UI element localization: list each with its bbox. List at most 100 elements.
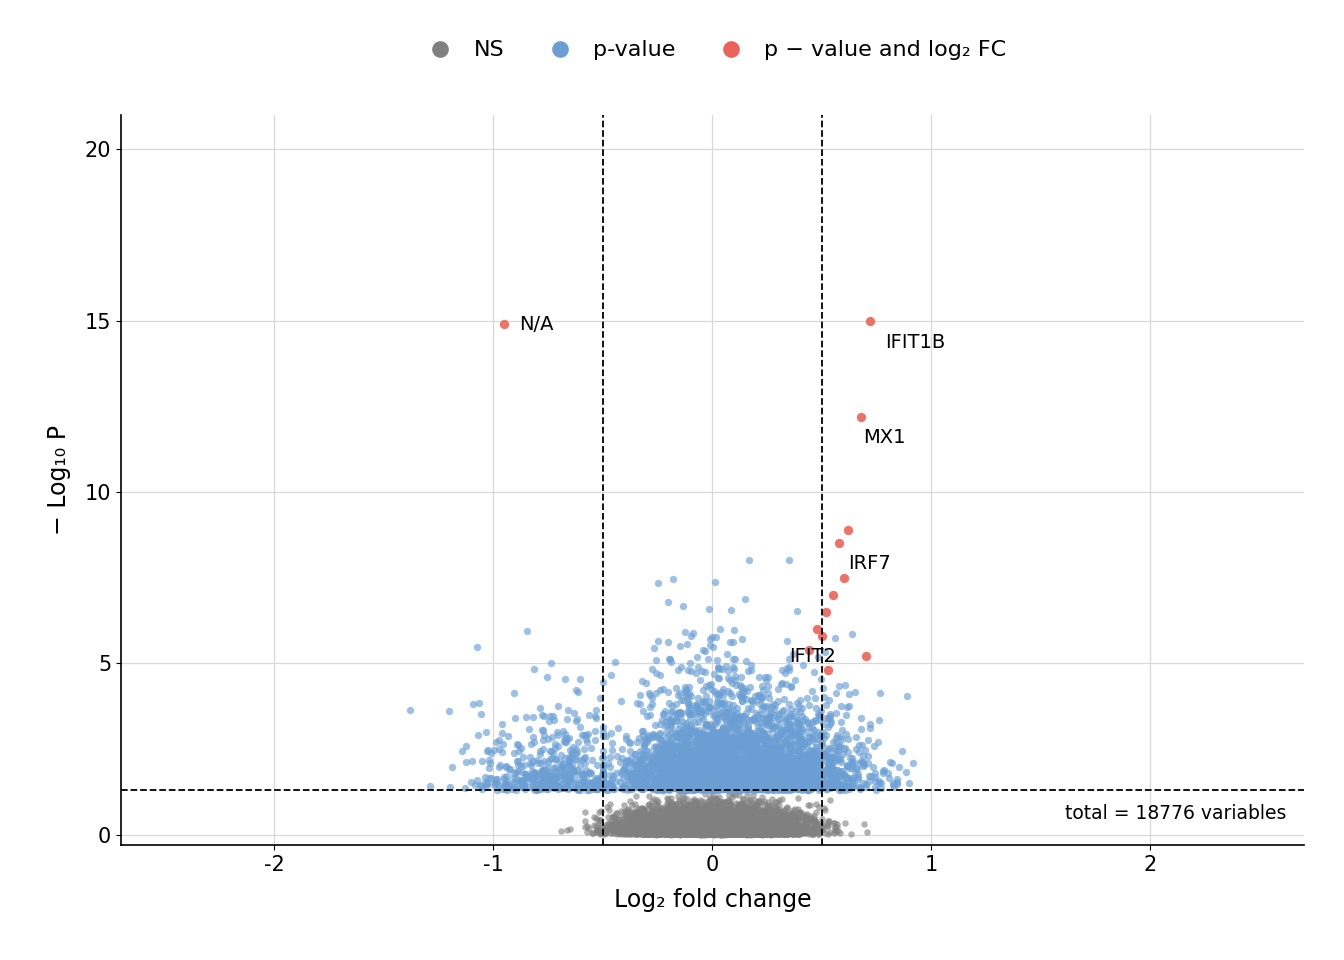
Point <box>700 801 722 816</box>
Point <box>696 817 718 832</box>
Point <box>700 818 722 833</box>
Point <box>698 749 719 764</box>
Point <box>782 772 804 787</box>
Point <box>747 826 769 841</box>
Point <box>699 815 720 830</box>
Point <box>708 812 730 828</box>
Point <box>716 769 738 784</box>
Point <box>699 825 720 840</box>
Point <box>646 817 668 832</box>
Point <box>676 825 698 840</box>
Point <box>673 827 695 842</box>
Point <box>825 779 847 794</box>
Point <box>809 773 831 788</box>
Point <box>673 812 695 828</box>
Point <box>726 807 747 823</box>
Point <box>780 805 801 821</box>
Point <box>692 781 714 797</box>
Point <box>673 827 695 842</box>
Point <box>730 814 751 829</box>
Point <box>781 781 802 797</box>
Point <box>653 819 675 834</box>
Point <box>700 813 722 828</box>
Point <box>759 826 781 841</box>
Point <box>715 743 737 758</box>
Point <box>737 758 758 774</box>
Point <box>742 816 763 831</box>
Point <box>738 812 759 828</box>
Point <box>735 744 757 759</box>
Point <box>798 821 820 836</box>
Point <box>708 806 730 822</box>
Point <box>716 780 738 795</box>
Point <box>735 827 757 842</box>
Point <box>699 827 720 842</box>
Point <box>620 779 641 794</box>
Point <box>640 807 661 823</box>
Point <box>719 814 741 829</box>
Point <box>743 817 765 832</box>
Point <box>646 807 668 823</box>
Point <box>687 808 708 824</box>
Point <box>692 826 714 841</box>
Point <box>668 824 689 839</box>
Point <box>601 809 622 825</box>
Point <box>723 752 745 767</box>
Point <box>671 823 692 838</box>
Point <box>766 808 788 824</box>
Point <box>696 781 718 797</box>
Point <box>707 826 728 841</box>
Point <box>558 754 579 769</box>
Point <box>677 821 699 836</box>
Point <box>655 822 676 837</box>
Point <box>618 811 640 827</box>
Point <box>759 778 781 793</box>
Point <box>655 825 676 840</box>
Point <box>712 826 734 841</box>
Point <box>669 823 691 838</box>
Point <box>808 755 829 770</box>
Point <box>707 810 728 826</box>
Point <box>699 809 720 825</box>
Point <box>695 820 716 835</box>
Point <box>507 736 528 752</box>
Point <box>727 827 749 842</box>
Point <box>711 815 732 830</box>
Point <box>773 778 794 793</box>
Point <box>720 823 742 838</box>
Point <box>734 824 755 839</box>
Point <box>723 817 745 832</box>
Point <box>789 820 810 835</box>
Point <box>683 759 704 775</box>
Point <box>728 773 750 788</box>
Point <box>669 818 691 833</box>
Point <box>644 820 665 835</box>
Point <box>704 758 726 774</box>
Point <box>762 821 784 836</box>
Point <box>685 820 707 835</box>
Point <box>761 823 782 838</box>
Point <box>702 821 723 836</box>
Point <box>698 780 719 795</box>
Point <box>707 805 728 821</box>
Point <box>749 765 770 780</box>
Point <box>716 805 738 821</box>
Point <box>672 820 694 835</box>
Point <box>680 822 702 837</box>
Point <box>665 826 687 841</box>
Point <box>704 816 726 831</box>
Point <box>767 798 789 813</box>
Point <box>774 778 796 793</box>
Point <box>704 765 726 780</box>
Point <box>707 822 728 837</box>
Point <box>777 811 798 827</box>
Point <box>652 818 673 833</box>
Point <box>723 813 745 828</box>
Point <box>671 819 692 834</box>
Point <box>720 812 742 828</box>
Point <box>759 815 781 830</box>
Point <box>726 822 747 837</box>
Point <box>710 793 731 808</box>
Point <box>683 811 704 827</box>
Point <box>758 806 780 822</box>
